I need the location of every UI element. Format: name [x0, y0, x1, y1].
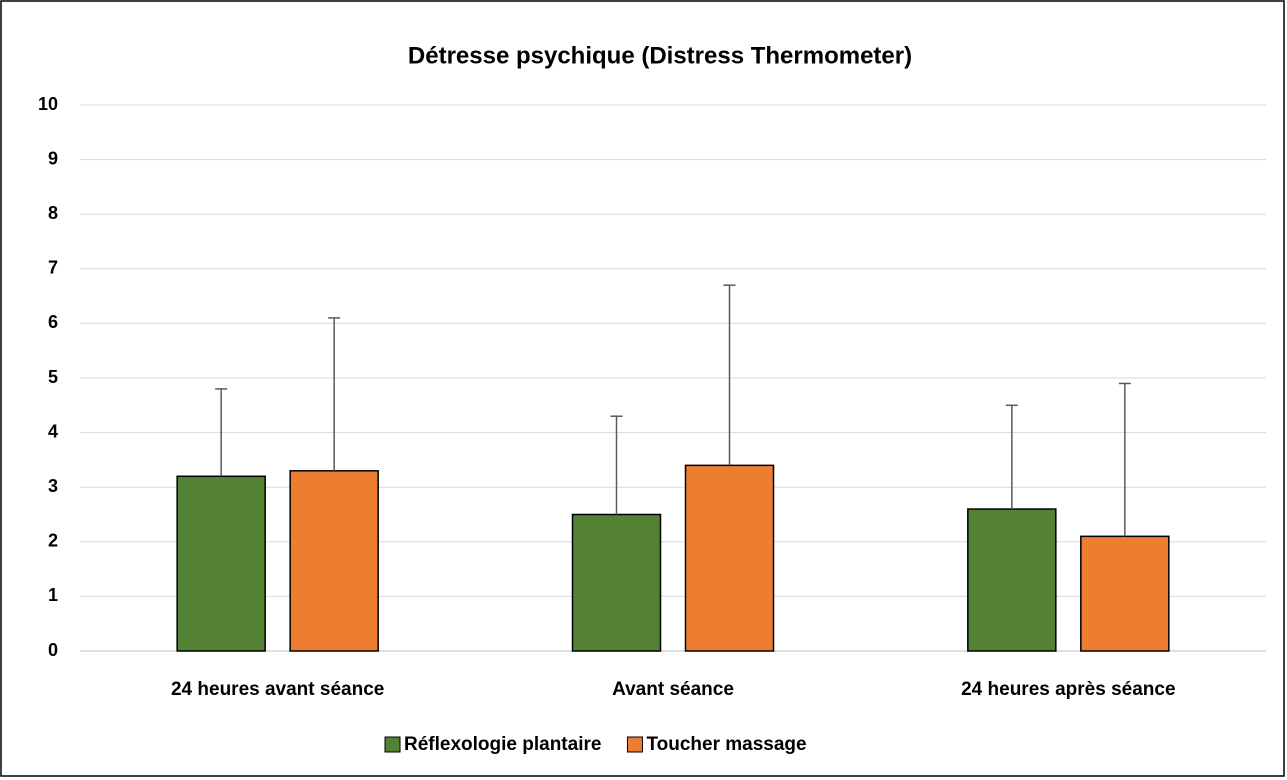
y-tick-label: 3 [48, 476, 58, 496]
x-tick-label: 24 heures avant séance [171, 679, 384, 700]
bar [176, 475, 266, 652]
y-tick-label: 5 [48, 367, 58, 387]
legend-swatch [626, 736, 643, 753]
legend-swatch [384, 736, 401, 753]
y-tick-label: 8 [48, 203, 58, 223]
y-tick-label: 2 [48, 531, 58, 551]
x-tick-label: 24 heures après séance [961, 679, 1175, 700]
bar [1080, 535, 1170, 652]
y-tick-label: 4 [48, 421, 58, 441]
chart-title: Détresse psychique (Distress Thermometer… [408, 42, 912, 69]
x-tick-label: Avant séance [612, 679, 734, 700]
y-tick-label: 1 [48, 585, 58, 605]
bar [289, 470, 379, 652]
y-tick-label: 10 [38, 94, 58, 114]
bar [571, 513, 662, 652]
y-tick-label: 0 [48, 640, 58, 660]
bar [967, 508, 1057, 652]
legend-label: Toucher massage [646, 734, 806, 755]
y-tick-label: 7 [48, 258, 58, 278]
y-tick-label: 6 [48, 312, 58, 332]
legend-label: Réflexologie plantaire [404, 734, 601, 755]
y-tick-label: 9 [48, 148, 58, 168]
bar [684, 464, 775, 652]
